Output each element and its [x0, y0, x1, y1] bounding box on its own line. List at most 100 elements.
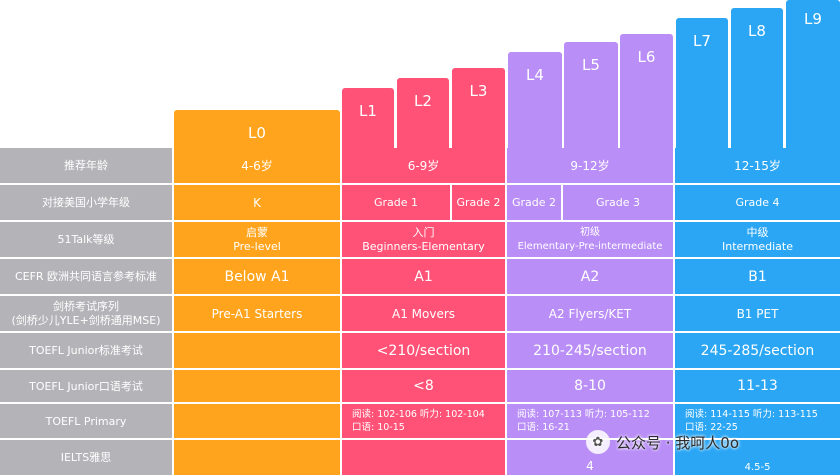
toefl-primary-line: 阅读: 107-113 听力: 105-112 [517, 409, 650, 420]
toefl-junior-oral-cell: 8-10 [574, 378, 606, 394]
level-label: L5 [582, 56, 600, 74]
grade-cell: Grade 3 [595, 196, 641, 209]
level-label: L6 [637, 48, 656, 66]
level-tab-l6: L6 [620, 34, 673, 150]
row-label-toefl-junior: TOEFL Junior标准考试 [0, 333, 172, 368]
row-label-grade: 对接美国小学年级 [0, 185, 172, 220]
row-divider [0, 183, 840, 185]
column-orange [174, 148, 340, 475]
level-label: L4 [526, 66, 544, 84]
cambridge-cell: B1 PET [736, 306, 779, 321]
row-label-text: 对接美国小学年级 [42, 196, 130, 209]
age-cell: 12-15岁 [734, 159, 781, 173]
cambridge-cell: A2 Flyers/KET [548, 306, 632, 321]
level-label: L8 [748, 22, 766, 40]
level-label: L0 [248, 124, 266, 142]
row-label-cefr: CEFR 欧洲共同语言参考标准 [0, 259, 172, 294]
age-cell: 4-6岁 [241, 159, 273, 173]
row-label-51talk: 51Talk等级 [0, 222, 172, 257]
row-divider [0, 257, 840, 259]
talk51-en: Pre-level [233, 239, 281, 253]
talk51-en: Beginners-Elementary [362, 239, 485, 253]
level-label: L7 [693, 32, 711, 50]
row-label-text: CEFR 欧洲共同语言参考标准 [14, 270, 158, 283]
age-cell: 9-12岁 [570, 159, 610, 173]
row-label-toefl-primary: TOEFL Primary [0, 404, 172, 438]
row-divider [0, 402, 840, 404]
age-cell: 6-9岁 [407, 159, 440, 173]
row-label-cambridge: 剑桥考试序列 (剑桥少儿YLE+剑桥通用MSE) [0, 296, 172, 331]
toefl-primary-line: 口语: 16-21 [517, 422, 570, 433]
row-label-text: 剑桥考试序列 [53, 299, 119, 313]
level-tab-l8: L8 [731, 8, 783, 150]
talk51-cn: 入门 [412, 225, 435, 239]
toefl-junior-oral-cell: <8 [413, 378, 434, 394]
ielts-cell: 4.5-5 [744, 462, 771, 473]
grade-cell: K [253, 195, 261, 210]
row-label-subtext: (剑桥少儿YLE+剑桥通用MSE) [11, 313, 161, 327]
level-label: L3 [469, 82, 488, 100]
row-label-text: 51Talk等级 [57, 233, 115, 246]
talk51-cn: 启蒙 [246, 225, 268, 239]
talk51-cell: 启蒙 Pre-level [174, 222, 340, 257]
level-tab-l1: L1 [342, 88, 394, 150]
toefl-primary-cell: 阅读: 102-106 听力: 102-104 口语: 10-15 [342, 404, 505, 438]
column-red [342, 148, 505, 475]
level-tab-l3: L3 [452, 68, 505, 150]
grade-divider [561, 185, 563, 220]
grade-cell: Grade 1 [373, 196, 419, 209]
level-label: L9 [804, 10, 822, 28]
row-divider [0, 220, 840, 222]
toefl-primary-cell: 阅读: 107-113 听力: 105-112 口语: 16-21 [507, 404, 673, 438]
ielts-cell: 4 [586, 459, 594, 473]
toefl-junior-cell: <210/section [376, 342, 471, 359]
toefl-primary-line: 阅读: 102-106 听力: 102-104 [352, 409, 485, 420]
grade-cell: Grade 2 [511, 196, 557, 209]
row-label-ielts: IELTS雅思 [0, 440, 172, 475]
cambridge-cell: A1 Movers [391, 306, 456, 321]
row-label-text: TOEFL Primary [45, 414, 127, 428]
toefl-primary-line: 口语: 22-25 [685, 422, 738, 433]
watermark-text: 公众号 · 我呵人0o [616, 433, 740, 452]
toefl-junior-cell: 245-285/section [700, 342, 815, 359]
talk51-cell: 初级 Elementary-Pre-intermediate [507, 222, 673, 257]
grade-cell: Grade 2 [456, 196, 501, 209]
watermark: ✿ 公众号 · 我呵人0o [586, 430, 739, 454]
level-label: L2 [414, 92, 432, 110]
wechat-icon: ✿ [586, 430, 610, 454]
toefl-primary-cell: 阅读: 114-115 听力: 113-115 口语: 22-25 [675, 404, 840, 438]
row-divider [0, 438, 840, 440]
toefl-primary-line: 阅读: 114-115 听力: 113-115 [685, 409, 818, 420]
talk51-en: Intermediate [722, 239, 793, 253]
cambridge-cell: Pre-A1 Starters [211, 306, 303, 321]
cefr-cell: B1 [748, 268, 767, 285]
row-divider [0, 368, 840, 370]
cefr-cell: A2 [580, 268, 600, 285]
row-label-text: IELTS雅思 [60, 451, 112, 464]
row-label-text: TOEFL Junior标准考试 [29, 344, 143, 357]
talk51-cn: 中级 [746, 225, 769, 239]
level-label: L1 [359, 102, 377, 120]
talk51-cn: 初级 [580, 226, 600, 238]
row-divider [0, 331, 840, 333]
column-blue [675, 148, 840, 475]
column-purple [507, 148, 673, 475]
row-divider [0, 294, 840, 296]
talk51-cell: 入门 Beginners-Elementary [342, 222, 505, 257]
level-tab-l7: L7 [676, 18, 728, 150]
grade-cell: Grade 4 [735, 196, 780, 209]
row-label-age: 推荐年龄 [0, 148, 172, 183]
level-tab-l4: L4 [508, 52, 562, 150]
talk51-en: Elementary-Pre-intermediate [517, 240, 663, 252]
row-label-text: 推荐年龄 [64, 159, 108, 172]
level-tab-l0: L0 [174, 110, 340, 150]
cefr-cell: A1 [414, 268, 433, 285]
row-label-text: TOEFL Junior口语考试 [29, 379, 143, 393]
row-label-toefl-junior-oral: TOEFL Junior口语考试 [0, 370, 172, 402]
level-tab-l2: L2 [397, 78, 449, 150]
toefl-primary-line: 口语: 10-15 [352, 422, 405, 433]
level-tab-l9: L9 [786, 0, 840, 150]
level-tab-l5: L5 [564, 42, 618, 150]
talk51-cell: 中级 Intermediate [675, 222, 840, 257]
cefr-cell: Below A1 [224, 268, 290, 285]
